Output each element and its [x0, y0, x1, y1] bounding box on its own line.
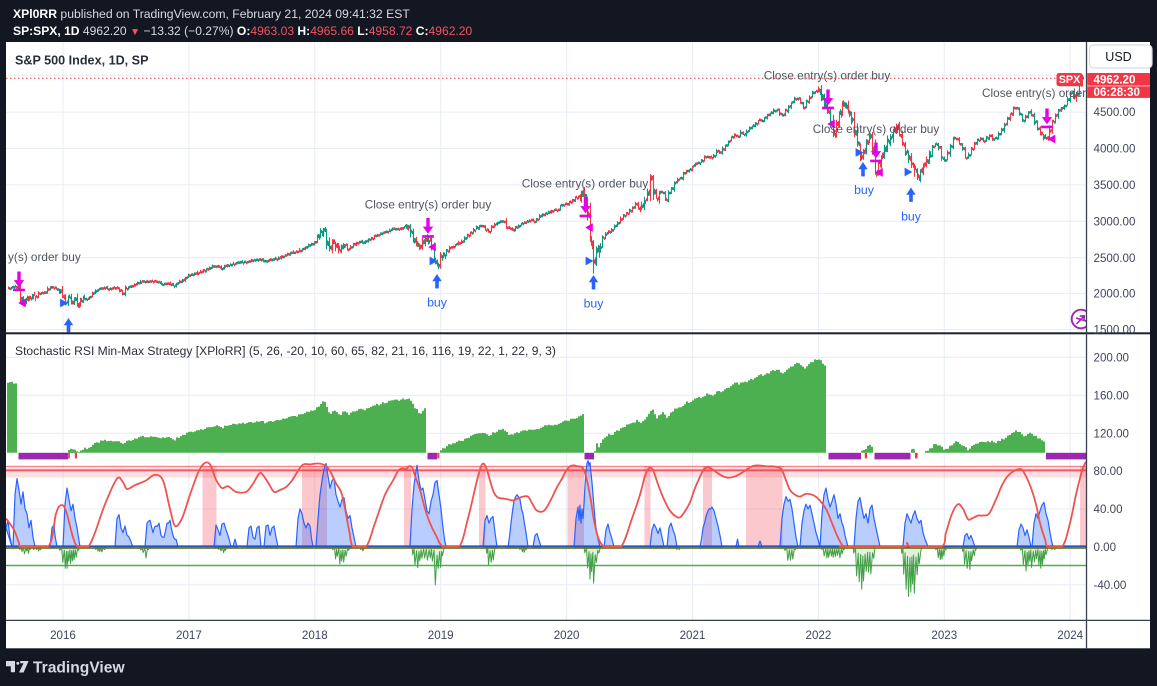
svg-text:2016: 2016 — [50, 629, 76, 642]
svg-text:-40.00: -40.00 — [1094, 579, 1127, 592]
svg-text:4500.00: 4500.00 — [1094, 106, 1136, 119]
svg-text:3500.00: 3500.00 — [1094, 179, 1136, 192]
svg-text:2500.00: 2500.00 — [1094, 252, 1136, 265]
svg-text:y(s) order buy: y(s) order buy — [8, 250, 81, 264]
svg-text:2023: 2023 — [931, 629, 957, 642]
svg-text:06:28:30: 06:28:30 — [1094, 86, 1140, 99]
svg-text:buy: buy — [584, 297, 605, 311]
svg-text:Close entry(s) order buy: Close entry(s) order buy — [522, 177, 649, 191]
svg-text:40.00: 40.00 — [1094, 503, 1123, 516]
svg-text:buy: buy — [901, 210, 922, 224]
svg-text:2022: 2022 — [806, 629, 832, 642]
svg-text:200.00: 200.00 — [1094, 352, 1129, 365]
svg-text:Close entry(s) order buy: Close entry(s) order buy — [813, 122, 940, 136]
svg-text:S&P 500 Index, 1D, SP: S&P 500 Index, 1D, SP — [15, 54, 148, 68]
svg-text:0.00: 0.00 — [1094, 541, 1117, 554]
svg-text:4962.20: 4962.20 — [1094, 74, 1136, 87]
svg-text:160.00: 160.00 — [1094, 389, 1129, 402]
svg-text:2020: 2020 — [554, 629, 580, 642]
svg-text:1500.00: 1500.00 — [1094, 324, 1136, 337]
svg-text:buy: buy — [427, 296, 448, 310]
svg-text:2000.00: 2000.00 — [1094, 288, 1136, 301]
svg-text:SPX: SPX — [1059, 74, 1081, 86]
svg-text:120.00: 120.00 — [1094, 427, 1129, 440]
svg-text:USD: USD — [1105, 50, 1131, 64]
svg-text:3000.00: 3000.00 — [1094, 215, 1136, 228]
svg-text:2018: 2018 — [302, 629, 328, 642]
svg-text:TradingView: TradingView — [33, 660, 125, 677]
svg-text:Stochastic RSI Min-Max Strateg: Stochastic RSI Min-Max Strategy [XPloRR]… — [15, 344, 556, 358]
svg-text:Close entry(s) order buy: Close entry(s) order buy — [764, 69, 891, 83]
svg-text:2019: 2019 — [428, 629, 454, 642]
svg-text:Close entry(s) order buy: Close entry(s) order buy — [365, 198, 492, 212]
svg-text:2017: 2017 — [176, 629, 202, 642]
svg-text:80.00: 80.00 — [1094, 465, 1123, 478]
svg-text:SP:SPX, 1D 4962.20 ▼ −13.32 (: SP:SPX, 1D 4962.20 ▼ −13.32 (−0.27%) O:4… — [13, 24, 473, 38]
svg-text:Close entry(s) order buy: Close entry(s) order buy — [982, 86, 1109, 100]
svg-text:XPl0RR published on TradingVie: XPl0RR published on TradingView.com, Feb… — [13, 7, 410, 21]
svg-text:4000.00: 4000.00 — [1094, 143, 1136, 156]
svg-text:buy: buy — [854, 183, 875, 197]
svg-text:2021: 2021 — [680, 629, 706, 642]
svg-text:2024: 2024 — [1057, 629, 1083, 642]
